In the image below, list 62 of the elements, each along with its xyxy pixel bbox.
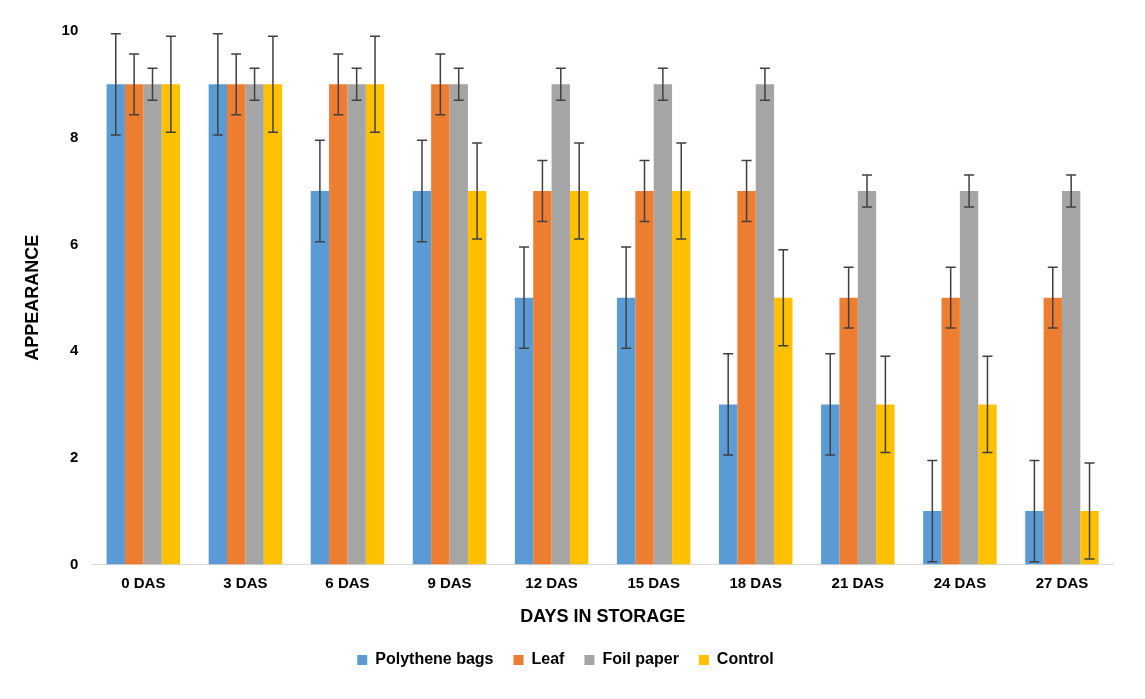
x-tick-label: 9 DAS (427, 573, 472, 591)
bar (124, 84, 144, 565)
x-tick-label: 24 DAS (933, 573, 987, 591)
y-tick-label: 6 (69, 234, 79, 252)
legend-label: Leaf (531, 650, 566, 668)
x-tick-label: 27 DAS (1035, 573, 1089, 591)
bar (449, 84, 468, 565)
bar (653, 84, 673, 565)
bar (263, 84, 283, 565)
bar (143, 84, 162, 565)
x-tick-label: 6 DAS (325, 573, 370, 591)
bar (329, 84, 348, 565)
bar (616, 297, 636, 565)
y-tick-label: 8 (69, 127, 79, 145)
bar (412, 191, 432, 565)
bar (569, 191, 589, 565)
bar (431, 84, 450, 565)
x-tick-label: 21 DAS (831, 573, 885, 591)
bar (978, 404, 997, 565)
bar (941, 297, 960, 565)
bar (876, 404, 895, 565)
bar (839, 297, 858, 565)
bar (1025, 511, 1044, 565)
x-tick-label: 12 DAS (525, 573, 578, 591)
bar (467, 191, 487, 565)
y-tick-label: 2 (69, 447, 79, 465)
bar (635, 191, 654, 565)
bar (923, 511, 942, 565)
x-tick-label: 15 DAS (627, 573, 680, 591)
bar (161, 84, 181, 565)
y-tick-label: 4 (69, 341, 79, 359)
bar (774, 297, 793, 565)
legend-label: Control (716, 650, 774, 668)
bar (106, 84, 125, 565)
bar (1043, 297, 1062, 565)
bar (737, 191, 756, 565)
x-axis-title: DAYS IN STORAGE (520, 606, 686, 627)
bar (719, 404, 738, 565)
bar (1061, 191, 1081, 565)
y-tick-label: 0 (69, 554, 79, 572)
legend-label: Foil paper (602, 650, 679, 668)
x-tick-label: 18 DAS (729, 573, 783, 591)
bar (1080, 511, 1099, 565)
legend-label: Polythene bags (375, 650, 494, 668)
bar (347, 84, 366, 565)
bar (245, 84, 264, 565)
y-tick-label: 10 (61, 21, 79, 39)
bar (551, 84, 570, 565)
bar (208, 84, 228, 565)
bar (365, 84, 385, 565)
y-axis-title: APPEARANCE (21, 234, 42, 361)
bar (821, 404, 840, 565)
x-tick-label: 0 DAS (121, 573, 166, 591)
bar (959, 191, 979, 565)
bar (514, 297, 534, 565)
bar (227, 84, 246, 565)
bar (755, 84, 775, 565)
bar (857, 191, 877, 565)
x-tick-label: 3 DAS (223, 573, 268, 591)
bar (533, 191, 552, 565)
bar (310, 191, 330, 565)
bar (672, 191, 691, 565)
